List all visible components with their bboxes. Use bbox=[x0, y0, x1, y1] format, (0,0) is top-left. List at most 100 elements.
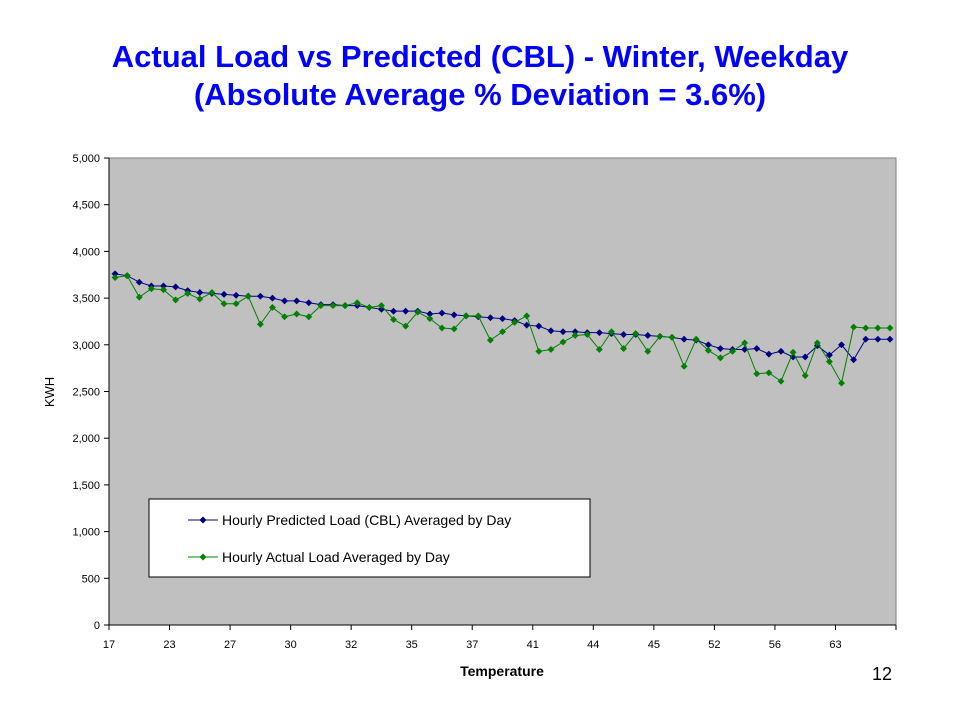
data-point bbox=[716, 344, 724, 353]
x-tick-label: 32 bbox=[345, 639, 357, 651]
y-tick-label: 2,500 bbox=[72, 387, 100, 399]
data-point bbox=[268, 294, 277, 302]
data-point bbox=[874, 324, 882, 332]
data-point bbox=[644, 331, 652, 340]
data-point bbox=[620, 330, 628, 339]
x-tick-label: 35 bbox=[406, 639, 418, 651]
data-point bbox=[377, 302, 385, 310]
data-point bbox=[837, 379, 846, 387]
data-point bbox=[632, 330, 640, 338]
data-point bbox=[172, 296, 180, 304]
data-point bbox=[498, 328, 507, 336]
data-point bbox=[765, 350, 773, 358]
data-point bbox=[438, 324, 446, 332]
data-point bbox=[281, 313, 289, 321]
data-point bbox=[535, 322, 543, 330]
data-point bbox=[523, 321, 531, 329]
data-point bbox=[777, 377, 785, 385]
data-point bbox=[595, 329, 603, 337]
data-point bbox=[547, 327, 555, 335]
data-point bbox=[753, 344, 761, 353]
data-point bbox=[656, 332, 664, 340]
data-point bbox=[571, 331, 579, 340]
x-tick-label: 23 bbox=[163, 639, 175, 651]
data-point bbox=[813, 339, 821, 347]
x-axis: 17 23 27 30 32 35 37 41 44 45 52 56 63 bbox=[103, 624, 897, 651]
data-point bbox=[559, 328, 567, 336]
y-tick-label: 1,000 bbox=[72, 527, 100, 539]
data-point bbox=[486, 314, 494, 322]
data-point bbox=[184, 289, 192, 297]
slide-title: Actual Load vs Predicted (CBL) - Winter,… bbox=[0, 38, 960, 114]
data-point bbox=[547, 345, 555, 354]
data-point bbox=[111, 273, 119, 282]
data-point bbox=[801, 372, 809, 380]
y-tick-label: 3,500 bbox=[72, 293, 100, 305]
data-point bbox=[765, 369, 773, 377]
data-point bbox=[123, 272, 131, 280]
data-point bbox=[281, 297, 289, 305]
data-point bbox=[850, 323, 858, 331]
data-point bbox=[244, 292, 252, 300]
data-point bbox=[704, 346, 712, 354]
data-point bbox=[450, 311, 458, 319]
data-point bbox=[147, 285, 155, 293]
data-point bbox=[232, 300, 240, 308]
data-point bbox=[462, 312, 470, 320]
title-line-2: (Absolute Average % Deviation = 3.6%) bbox=[193, 77, 767, 112]
x-tick-label: 45 bbox=[648, 639, 660, 651]
data-point bbox=[777, 347, 785, 355]
data-point bbox=[220, 290, 228, 298]
data-point bbox=[293, 297, 301, 305]
x-tick-label: 37 bbox=[466, 639, 478, 651]
data-point bbox=[426, 315, 434, 323]
data-point bbox=[450, 325, 458, 333]
data-point bbox=[135, 278, 143, 286]
x-tick-label: 56 bbox=[769, 639, 781, 651]
data-point bbox=[862, 324, 870, 332]
data-point bbox=[801, 353, 809, 361]
data-point bbox=[256, 292, 264, 300]
legend: Hourly Predicted Load (CBL) Averaged by … bbox=[148, 498, 591, 578]
data-point bbox=[486, 336, 494, 344]
data-point bbox=[620, 344, 628, 353]
data-point bbox=[256, 320, 264, 328]
data-point bbox=[862, 335, 870, 343]
legend-box bbox=[148, 498, 591, 578]
x-tick-label: 30 bbox=[284, 639, 296, 651]
data-point bbox=[305, 313, 313, 321]
page-number: 12 bbox=[872, 664, 893, 684]
data-point bbox=[402, 307, 410, 315]
data-point bbox=[389, 316, 398, 324]
title-line-1: Actual Load vs Predicted (CBL) - Winter,… bbox=[111, 39, 849, 74]
data-point bbox=[789, 348, 797, 356]
data-point bbox=[293, 310, 301, 318]
data-point bbox=[172, 283, 180, 291]
data-point bbox=[728, 347, 737, 355]
data-point bbox=[208, 288, 216, 297]
y-axis-label: KWH bbox=[42, 377, 57, 407]
data-point bbox=[232, 291, 240, 299]
data-point bbox=[317, 302, 325, 310]
data-point bbox=[305, 299, 313, 307]
data-point bbox=[583, 330, 591, 339]
data-point bbox=[741, 339, 749, 347]
x-tick-label: 41 bbox=[527, 639, 539, 651]
data-point bbox=[825, 358, 833, 366]
data-point bbox=[474, 312, 482, 320]
data-point bbox=[595, 345, 603, 354]
data-point bbox=[402, 322, 410, 330]
legend-marker bbox=[199, 516, 207, 524]
series-2 bbox=[111, 272, 894, 387]
x-tick-label: 17 bbox=[103, 639, 115, 651]
data-point bbox=[511, 318, 519, 326]
x-tick-label: 27 bbox=[224, 639, 236, 651]
data-point bbox=[268, 303, 277, 311]
data-point bbox=[716, 354, 724, 362]
data-point bbox=[438, 309, 446, 317]
data-point bbox=[135, 293, 143, 301]
y-tick-label: 2,000 bbox=[72, 433, 100, 445]
y-tick-label: 5,000 bbox=[72, 153, 100, 165]
data-point bbox=[668, 333, 676, 341]
